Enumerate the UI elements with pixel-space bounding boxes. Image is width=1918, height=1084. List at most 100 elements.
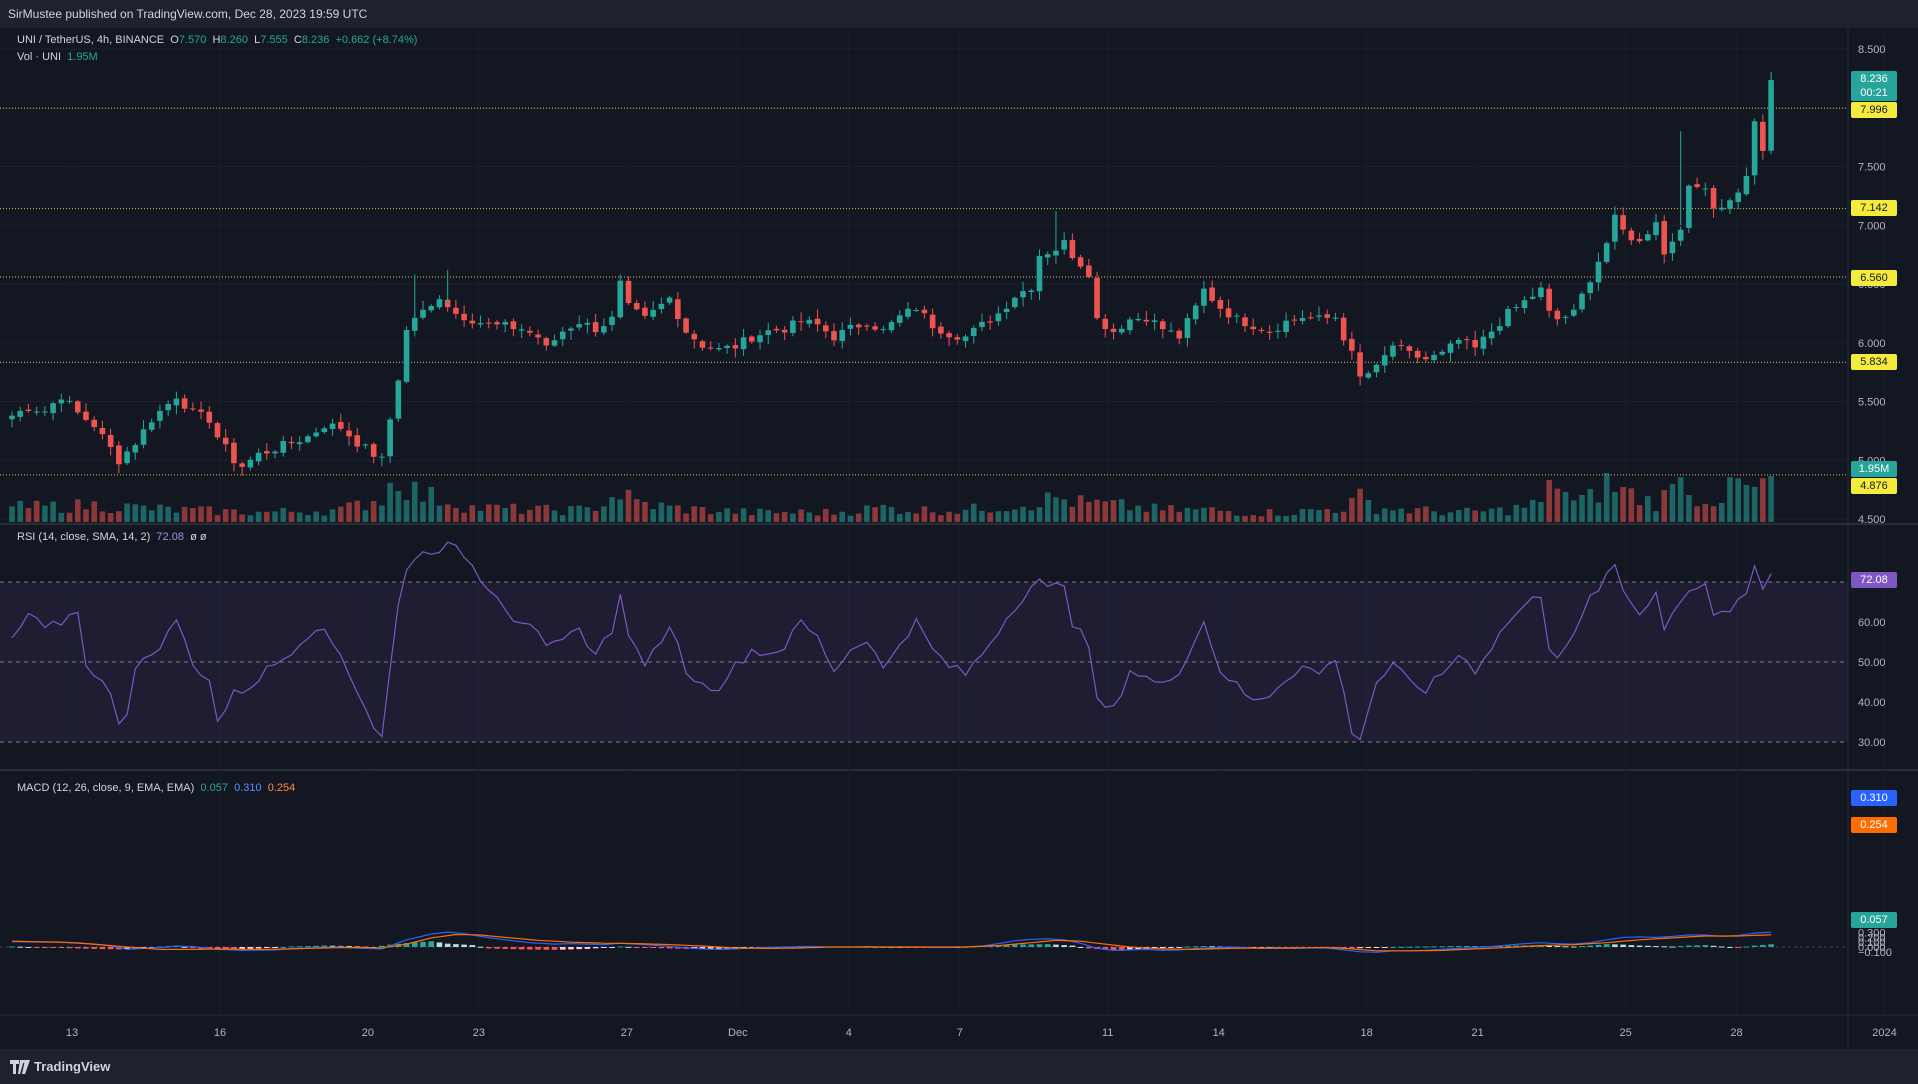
macd-histogram-bar (666, 947, 673, 949)
candle-body (206, 411, 213, 423)
volume-bar (1069, 506, 1076, 522)
volume-bar (839, 511, 846, 522)
candle-body (74, 401, 81, 413)
candle-body (469, 320, 476, 324)
level-label-3: 6.560 (1851, 270, 1897, 286)
macd-histogram-bar (1455, 946, 1462, 948)
volume-bar (461, 512, 467, 522)
volume-bar (617, 499, 624, 522)
candle-body (831, 331, 837, 341)
volume-bar (1505, 515, 1511, 522)
volume-bar (485, 504, 492, 522)
candle-body (1653, 222, 1659, 236)
candle-body (1151, 320, 1158, 322)
volume-bar (1735, 478, 1741, 522)
volume-bar (592, 511, 599, 522)
candle-body (749, 336, 755, 342)
candle-body (1316, 315, 1322, 317)
volume-bar (222, 509, 229, 522)
candle-body (329, 423, 336, 429)
volume-bar (1538, 502, 1544, 522)
macd-histogram-bar (527, 947, 533, 950)
macd-histogram-bar (1151, 947, 1158, 949)
candle-body (116, 445, 122, 465)
candle-body (477, 323, 484, 325)
time-tick-label: 11 (1102, 1027, 1113, 1039)
price-chart[interactable]: 8.5008.0007.5007.0006.5006.0005.5005.000… (0, 28, 1918, 1049)
volume-bar (1003, 511, 1010, 522)
candle-body (107, 435, 114, 448)
candle-body (1595, 261, 1602, 283)
macd-histogram-bar (50, 947, 56, 948)
candle-body (872, 326, 878, 330)
candle-body (502, 322, 508, 325)
macd-histogram-bar (633, 947, 640, 948)
candle-body (346, 430, 352, 437)
candle-body (157, 410, 163, 421)
volume-bar (198, 506, 204, 522)
volume-bar (609, 497, 615, 522)
candle-body (1061, 240, 1067, 250)
volume-bar (313, 511, 319, 522)
volume-bar (1225, 511, 1232, 522)
time-tick-label: 16 (214, 1027, 226, 1039)
volume-bar (1612, 491, 1618, 522)
volume-bar (633, 499, 640, 522)
macd-histogram-bar (1020, 944, 1026, 947)
macd-histogram-bar (518, 947, 525, 950)
candle-body (494, 322, 500, 325)
volume-bar (979, 510, 985, 522)
volume-bar (1102, 501, 1109, 522)
candle-body (198, 409, 204, 412)
volume-bar (83, 509, 89, 522)
volume-label: Vol · UNI (17, 51, 62, 63)
candle-body (1636, 238, 1643, 242)
macd-histogram-bar (494, 947, 500, 949)
macd-histogram-bar (58, 947, 65, 948)
candle-body (66, 400, 73, 402)
macd-histogram-bar (17, 946, 24, 948)
volume-bar (50, 501, 56, 522)
candle-body (1644, 234, 1651, 241)
candle-body (1521, 300, 1528, 309)
macd-histogram-bar (543, 947, 550, 950)
macd-histogram-bar (1003, 944, 1010, 947)
volume-bar (1192, 509, 1199, 522)
macd-histogram-bar (1727, 947, 1733, 948)
volume-bar (1529, 499, 1536, 522)
volume-bar (239, 514, 245, 522)
time-tick-label: 25 (1619, 1027, 1631, 1039)
rsi-legend[interactable]: RSI (14, close, SMA, 14, 2) 72.08 ø ø (17, 531, 207, 543)
volume-bar (806, 512, 813, 522)
volume-bar (1423, 506, 1429, 522)
macd-histogram-bar (699, 947, 706, 949)
close-label: C (293, 34, 302, 46)
candle-body (1266, 331, 1273, 333)
candle-body (214, 423, 221, 438)
macd-line-value: 0.310 (234, 782, 262, 794)
symbol-legend[interactable]: UNI / TetherUS, 4h, BINANCE O7.570 H8.26… (17, 34, 417, 46)
volume-bar (444, 504, 451, 522)
macd-histogram-bar (1381, 947, 1388, 948)
volume-bar (1702, 504, 1709, 522)
macd-histogram-bar (264, 947, 270, 948)
volume-bar (896, 513, 903, 522)
volume-bar (650, 509, 656, 522)
candle-body (461, 313, 467, 321)
macd-histogram-bar (1431, 946, 1437, 948)
volume-bar (929, 512, 936, 522)
candle-body (1571, 309, 1577, 316)
candle-body (1439, 351, 1446, 355)
candle-body (609, 316, 615, 326)
candle-body (1669, 241, 1676, 254)
volume-price-label: 1.95M (1851, 461, 1897, 477)
macd-histogram-bar (1760, 944, 1766, 947)
candle-body (1340, 317, 1347, 341)
candle-body (724, 345, 730, 349)
macd-histogram-bar (510, 947, 517, 950)
time-tick-label: 23 (473, 1027, 485, 1039)
volume-bar (1562, 492, 1569, 522)
macd-legend[interactable]: MACD (12, 26, close, 9, EMA, EMA) 0.057 … (17, 782, 295, 794)
macd-histogram-bar (1743, 946, 1750, 948)
volume-legend[interactable]: Vol · UNI 1.95M (17, 51, 98, 63)
